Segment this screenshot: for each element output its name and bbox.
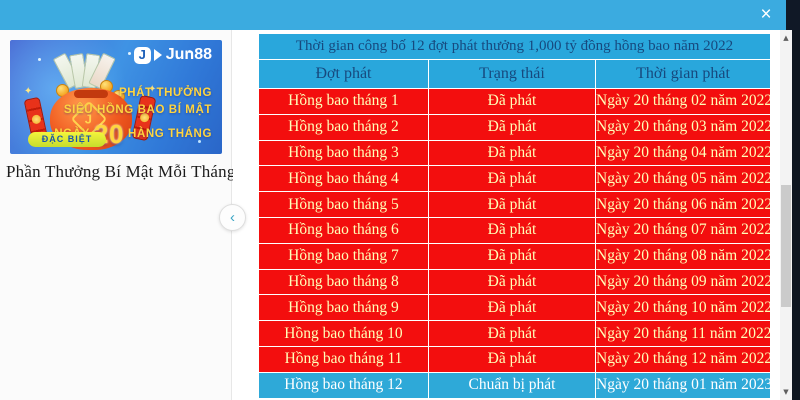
date-cell: Ngày 20 tháng 08 năm 2022 [594,242,772,270]
spark-icon: ✦ [148,84,157,95]
jun88-logo: J Jun88 [133,46,212,64]
money-bag-tie [74,90,108,98]
batch-cell: Hồng bao tháng 7 [258,242,429,270]
status-cell: Đã phát [428,165,596,193]
status-cell: Chuẩn bị phát [428,371,596,399]
date-cell: Ngày 20 tháng 03 năm 2022 [594,113,772,141]
batch-cell: Hồng bao tháng 10 [258,320,429,347]
batch-cell: Hồng bao tháng 8 [258,268,429,296]
date-cell: Ngày 20 tháng 07 năm 2022 [594,216,772,244]
table-row: Hồng bao tháng 9 Đã phát Ngày 20 tháng 1… [258,294,772,322]
table-row: Hồng bao tháng 2 Đã phát Ngày 20 tháng 0… [258,113,772,141]
date-cell: Ngày 20 tháng 06 năm 2022 [594,191,772,218]
date-cell: Ngày 20 tháng 10 năm 2022 [594,294,772,322]
promo-banner[interactable]: ✦ ✦ J J Jun88 PHÁT THƯỞNG SIÊU HỒNG BAO … [10,40,222,154]
table-row: Hồng bao tháng 6 Đã phát Ngày 20 tháng 0… [258,216,772,244]
table-row: Hồng bao tháng 11 Đã phát Ngày 20 tháng … [258,345,772,373]
status-cell: Đã phát [428,345,596,373]
jun88-logo-text: Jun88 [165,46,212,63]
table-title: Thời gian công bố 12 đợt phát thưởng 1,0… [257,33,772,60]
batch-cell: Hồng bao tháng 11 [258,345,429,373]
table-row: Hồng bao tháng 4 Đã phát Ngày 20 tháng 0… [258,165,772,193]
status-cell: Đã phát [428,139,596,167]
table-row-upcoming: Hồng bao tháng 12 Chuẩn bị phát Ngày 20 … [258,371,772,399]
status-cell: Đã phát [428,242,596,270]
table-row: Hồng bao tháng 1 Đã phát Ngày 20 tháng 0… [258,88,772,115]
table-header-row: Đợt phát Trạng thái Thời gian phát [258,59,772,89]
banner-headline-1: PHÁT THƯỞNG [118,87,212,99]
close-icon[interactable]: × [760,4,772,25]
column-header-date: Thời gian phát [594,59,772,89]
banner-headline-2: SIÊU HỒNG BAO BÍ MẬT [63,104,212,116]
reward-schedule-panel: Thời gian công bố 12 đợt phát thưởng 1,0… [233,30,780,400]
status-cell: Đã phát [428,88,596,115]
status-cell: Đã phát [428,191,596,218]
play-triangle-icon [153,49,162,61]
column-header-status: Trạng thái [428,59,596,89]
scroll-down-icon[interactable]: ▼ [783,388,789,396]
table-title-row: Thời gian công bố 12 đợt phát thưởng 1,0… [257,33,772,60]
table-row: Hồng bao tháng 3 Đã phát Ngày 20 tháng 0… [258,139,772,167]
batch-cell: Hồng bao tháng 3 [258,139,429,167]
page-background-edge [792,30,800,400]
table-row: Hồng bao tháng 8 Đã phát Ngày 20 tháng 0… [258,268,772,296]
reward-schedule-table: Thời gian công bố 12 đợt phát thưởng 1,0… [257,33,772,399]
status-cell: Đã phát [428,294,596,322]
batch-cell: Hồng bao tháng 12 [258,371,429,399]
date-cell: Ngày 20 tháng 04 năm 2022 [594,139,772,167]
column-header-batch: Đợt phát [258,59,429,89]
collapse-panel-button[interactable]: ‹ [219,204,246,231]
jun88-logo-icon: J [133,46,151,64]
batch-cell: Hồng bao tháng 5 [258,191,429,218]
batch-cell: Hồng bao tháng 6 [258,216,429,244]
vertical-scrollbar[interactable]: ▲ ▼ [780,30,792,400]
promo-caption: Phần Thưởng Bí Mật Mỗi Tháng [6,162,236,181]
spark-icon: ✦ [24,86,33,97]
date-cell: Ngày 20 tháng 02 năm 2022 [594,88,772,115]
table-row: Hồng bao tháng 7 Đã phát Ngày 20 tháng 0… [258,242,772,270]
date-cell: Ngày 20 tháng 05 năm 2022 [594,165,772,193]
page-background-edge [786,0,800,30]
scrollbar-thumb[interactable] [781,185,791,307]
scroll-up-icon[interactable]: ▲ [783,34,789,42]
status-cell: Đã phát [428,216,596,244]
batch-cell: Hồng bao tháng 2 [258,113,429,141]
table-row: Hồng bao tháng 10 Đã phát Ngày 20 tháng … [258,320,772,347]
date-cell: Ngày 20 tháng 01 năm 2023 [594,371,772,399]
modal-title-bar: × [0,0,786,30]
table-row: Hồng bao tháng 5 Đã phát Ngày 20 tháng 0… [258,191,772,218]
date-cell: Ngày 20 tháng 12 năm 2022 [594,345,772,373]
status-cell: Đã phát [428,320,596,347]
batch-cell: Hồng bao tháng 9 [258,294,429,322]
batch-cell: Hồng bao tháng 4 [258,165,429,193]
sparkle-decor [38,58,41,61]
promo-sidebar: ✦ ✦ J J Jun88 PHÁT THƯỞNG SIÊU HỒNG BAO … [0,30,235,400]
date-cell: Ngày 20 tháng 11 năm 2022 [594,320,772,347]
banner-day-suffix: HÀNG THÁNG [128,128,212,140]
date-cell: Ngày 20 tháng 09 năm 2022 [594,268,772,296]
batch-cell: Hồng bao tháng 1 [258,88,429,115]
status-cell: Đã phát [428,268,596,296]
special-badge[interactable]: ĐẶC BIỆT [28,132,106,147]
status-cell: Đã phát [428,113,596,141]
